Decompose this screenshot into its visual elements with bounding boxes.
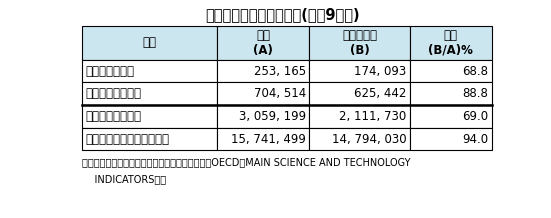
Text: (B/A)%: (B/A)% <box>428 44 473 57</box>
Bar <box>309 60 409 82</box>
Text: 変化: 変化 <box>444 29 458 42</box>
Text: 専従換算値: 専従換算値 <box>342 29 377 42</box>
Bar <box>309 82 409 105</box>
Text: 2, 111, 730: 2, 111, 730 <box>339 110 406 123</box>
Text: 88.8: 88.8 <box>462 87 488 100</box>
Text: 15, 741, 499: 15, 741, 499 <box>231 133 306 146</box>
Bar <box>217 82 309 105</box>
Text: 69.0: 69.0 <box>462 110 488 123</box>
Text: 14, 794, 030: 14, 794, 030 <box>332 133 406 146</box>
Bar <box>309 128 409 150</box>
Bar <box>409 128 491 150</box>
Bar <box>217 128 309 150</box>
Text: 大学の使用研究費: 大学の使用研究費 <box>85 110 141 123</box>
Bar <box>409 82 491 105</box>
Bar <box>217 60 309 82</box>
Text: (A): (A) <box>253 44 273 57</box>
Text: 68.8: 68.8 <box>462 65 488 78</box>
Text: 専従換算値と頭数の比較(平成9年度): 専従換算値と頭数の比較(平成9年度) <box>205 7 360 22</box>
Bar <box>82 60 217 82</box>
Text: (B): (B) <box>349 44 369 57</box>
Text: 253, 165: 253, 165 <box>253 65 306 78</box>
Text: 事項: 事項 <box>142 36 156 49</box>
Text: 94.0: 94.0 <box>462 133 488 146</box>
Text: 大学の研究者数: 大学の研究者数 <box>85 65 134 78</box>
Bar <box>82 26 217 60</box>
Text: 3, 059, 199: 3, 059, 199 <box>239 110 306 123</box>
Bar <box>409 26 491 60</box>
Text: 174, 093: 174, 093 <box>354 65 406 78</box>
Text: 使用研究費総額（百万円）: 使用研究費総額（百万円） <box>85 133 169 146</box>
Text: 資料：総務庁統計局「科学技術研究調査報告」、OECD「MAIN SCIENCE AND TECHNOLOGY: 資料：総務庁統計局「科学技術研究調査報告」、OECD「MAIN SCIENCE … <box>82 157 410 167</box>
Bar <box>409 105 491 128</box>
Text: 704, 514: 704, 514 <box>253 87 306 100</box>
Text: 625, 442: 625, 442 <box>354 87 406 100</box>
Bar <box>217 26 309 60</box>
Bar <box>309 105 409 128</box>
Bar <box>82 82 217 105</box>
Text: 全研究者数（人）: 全研究者数（人） <box>85 87 141 100</box>
Bar <box>217 105 309 128</box>
Text: INDICATORS」・: INDICATORS」・ <box>82 174 166 184</box>
Bar <box>309 26 409 60</box>
Text: 頭数: 頭数 <box>256 29 270 42</box>
Bar <box>409 60 491 82</box>
Bar <box>82 128 217 150</box>
Bar <box>82 105 217 128</box>
